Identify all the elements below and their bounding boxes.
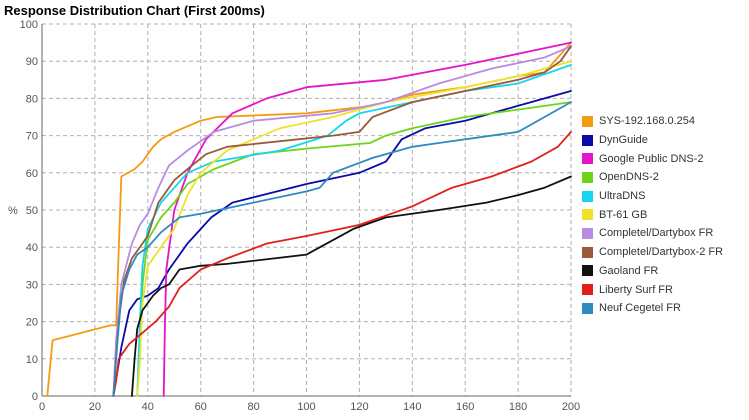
y-tick-label: 30 [26,279,38,291]
legend-label: DynGuide [599,134,648,147]
x-tick-label: 100 [297,401,315,413]
legend-item: OpenDNS-2 [582,168,723,187]
y-tick-label: 0 [32,391,38,403]
legend-item: UltraDNS [582,187,723,206]
legend-label: OpenDNS-2 [599,171,659,184]
legend-item: DynGuide [582,131,723,150]
series-line [136,64,572,397]
legend-label: Neuf Cegetel FR [599,302,681,315]
legend-swatch [582,153,593,165]
legend-item: Neuf Cegetel FR [582,299,723,318]
series-line [112,101,572,397]
legend-label: Google Public DNS-2 [599,152,704,165]
x-tick-label: 120 [350,401,368,413]
y-axis-label: % [8,205,18,217]
y-tick-label: 90 [26,56,38,68]
legend-label: Liberty Surf FR [599,283,673,296]
legend-label: UltraDNS [599,190,646,203]
series-line [136,60,572,397]
x-tick-label: 200 [562,401,580,413]
legend-label: BT-61 GB [599,208,648,221]
x-tick-label: 180 [509,401,527,413]
x-tick-label: 140 [403,401,421,413]
series-line [112,90,572,397]
legend-label: Gaoland FR [599,264,659,277]
legend-item: SYS-192.168.0.254 [582,112,723,131]
y-tick-label: 40 [26,242,38,254]
y-tick-label: 10 [26,354,38,366]
legend-label: SYS-192.168.0.254 [599,115,696,128]
series-line [162,41,572,397]
grid [42,23,572,396]
legend-item: Completel/Dartybox-2 FR [582,243,723,262]
series-line [112,131,572,397]
legend-swatch [582,265,593,277]
series-line [112,45,572,397]
legend-item: Google Public DNS-2 [582,149,723,168]
y-tick-label: 70 [26,131,38,143]
chart-title: Response Distribution Chart (First 200ms… [4,3,265,18]
y-tick-label: 20 [26,317,38,329]
legend-swatch [582,302,593,314]
series-line [112,45,572,397]
x-tick-label: 160 [456,401,474,413]
y-tick-label: 60 [26,168,38,180]
legend-swatch [582,190,593,202]
legend-label: Completel/Dartybox FR [599,227,714,240]
x-tick-label: 80 [247,401,259,413]
series-line [136,101,572,397]
series-layer [46,41,572,397]
legend: SYS-192.168.0.254 DynGuide Google Public D… [582,112,723,318]
legend-item: Liberty Surf FR [582,280,723,299]
x-tick-label: 40 [142,401,154,413]
legend-item: BT-61 GB [582,205,723,224]
x-tick-label: 20 [89,401,101,413]
y-tick-label: 80 [26,93,38,105]
legend-swatch [582,209,593,221]
y-tick-label: 50 [26,205,38,217]
legend-swatch [582,171,593,183]
axes: 0 10 20 30 40 50 60 70 80 90 100 0 20 40 60 80 100 120 140… [20,19,581,413]
x-tick-label: 60 [195,401,207,413]
series-line [131,175,572,397]
legend-swatch [582,227,593,239]
legend-swatch [582,246,593,258]
legend-swatch [582,134,593,146]
legend-item: Completel/Dartybox FR [582,224,723,243]
y-tick-label: 100 [20,19,38,31]
legend-item: Gaoland FR [582,262,723,281]
series-line [46,41,572,397]
x-tick-label: 0 [39,401,45,413]
legend-swatch [582,115,593,127]
legend-swatch [582,284,593,296]
legend-label: Completel/Dartybox-2 FR [599,246,724,259]
